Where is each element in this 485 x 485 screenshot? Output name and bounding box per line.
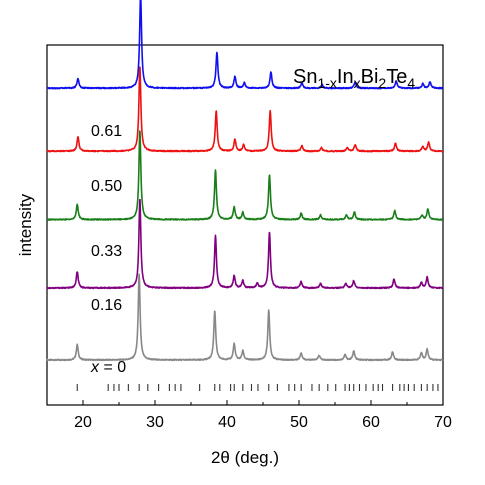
series-label-0-var: x <box>90 359 100 376</box>
series-layer <box>46 0 444 362</box>
x-tick-label-50: 50 <box>290 414 308 431</box>
series-label-0.16: 0.16 <box>91 297 122 314</box>
title-part-bi: Bi <box>361 66 379 88</box>
title-sub-4: 4 <box>407 75 415 91</box>
plot-frame <box>46 44 444 406</box>
series-label-0.61: 0.61 <box>91 123 122 140</box>
x-axis-label: 2θ (deg.) <box>211 448 279 467</box>
x-axis: 20 30 40 50 60 70 <box>46 400 452 431</box>
series-line-0.61 <box>46 0 444 90</box>
series-label-0.50: 0.50 <box>91 178 122 195</box>
title-sub-x: x <box>354 75 361 91</box>
series-label-0-eq: = <box>99 359 117 376</box>
series-label-0-text: x = 0 <box>90 359 126 376</box>
reference-ticks <box>76 384 439 391</box>
series-label-0.33: 0.33 <box>91 243 122 260</box>
x-tick-label-70: 70 <box>434 414 452 431</box>
title-part-in: In <box>337 66 354 88</box>
series-line-0.33 <box>46 130 444 221</box>
x-tick-label-30: 30 <box>146 414 164 431</box>
x-tick-label-60: 60 <box>362 414 380 431</box>
x-tick-label-20: 20 <box>74 414 92 431</box>
title-sub-2: 2 <box>378 75 386 91</box>
series-line-0.50 <box>46 66 444 153</box>
title-sub-1x: 1-x <box>317 75 336 91</box>
series-line-0 <box>46 273 444 362</box>
title-part-te: Te <box>386 66 407 88</box>
series-label-0-val: 0 <box>117 359 126 376</box>
series-line-0.16 <box>46 198 444 290</box>
title-part-sn: Sn <box>293 66 317 88</box>
x-tick-label-40: 40 <box>218 414 236 431</box>
y-axis-label: intensity <box>16 193 35 256</box>
chart-title: Sn1-xInxBi2Te4 <box>293 66 415 91</box>
